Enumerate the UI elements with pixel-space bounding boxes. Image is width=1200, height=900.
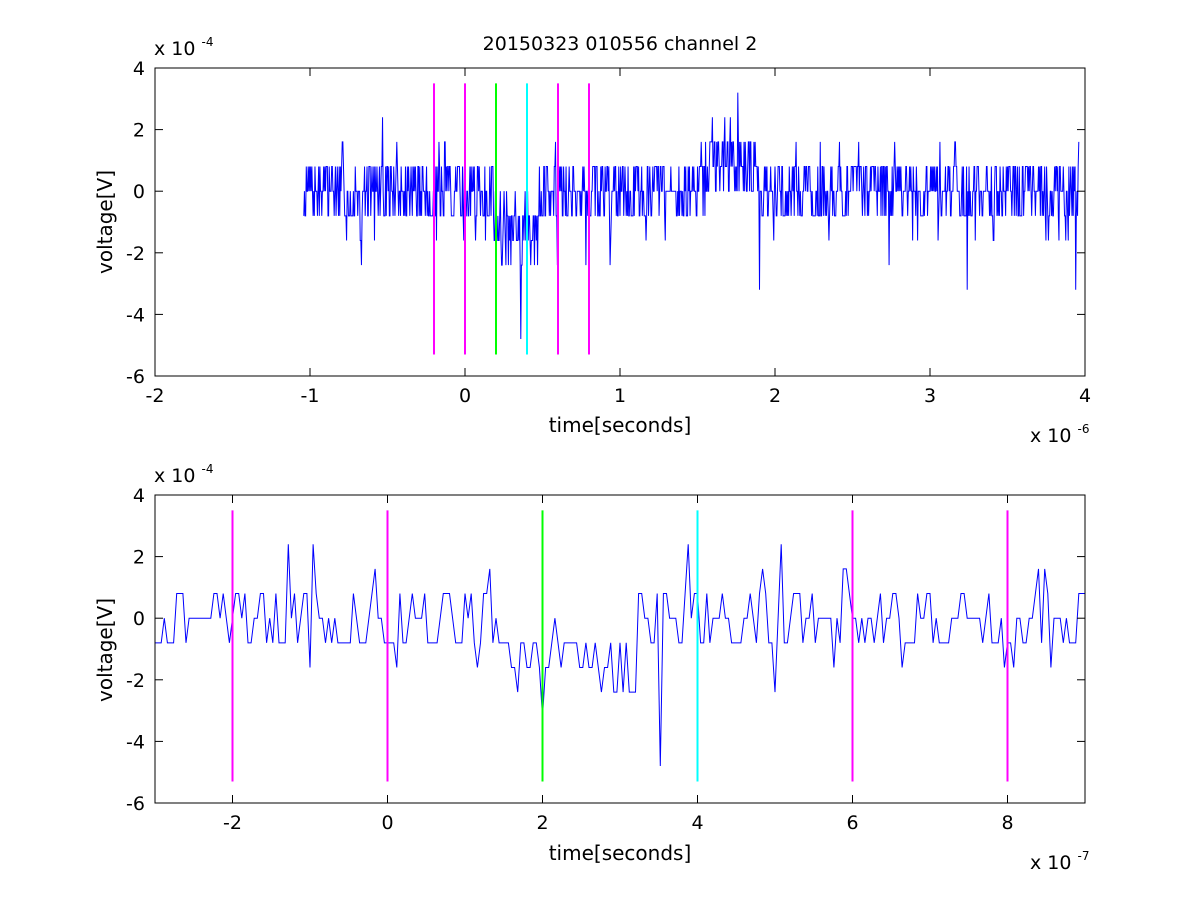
bottom-x-tick-label: 0 — [381, 812, 393, 834]
bottom-y-tick-label: 4 — [133, 485, 145, 507]
bottom-y-tick-label: 2 — [133, 547, 145, 569]
bottom-x-exponent: x 10 -7 — [1030, 849, 1089, 874]
bottom-y-tick-label: -6 — [126, 793, 145, 815]
bottom-subplot: -2 0 2 4 6 8 -6 -4 -2 0 2 4 time[seconds] voltage[… — [93, 462, 1089, 874]
top-x-tick-label: -1 — [301, 385, 320, 407]
top-y-exponent-base: x 10 — [154, 38, 195, 60]
top-y-ticks: -6 -4 -2 0 2 4 — [126, 58, 1085, 388]
bottom-x-tick-label: 2 — [536, 812, 548, 834]
bottom-y-tick-label: -4 — [126, 731, 145, 753]
top-axes-frame — [154, 67, 1086, 377]
top-x-axis-label: time[seconds] — [549, 413, 692, 437]
bottom-x-tick-label: 4 — [691, 812, 703, 834]
bottom-x-ticks: -2 0 2 4 6 8 — [223, 495, 1014, 834]
top-x-exponent-power: -6 — [1078, 422, 1090, 436]
bottom-x-exponent-power: -7 — [1078, 849, 1090, 863]
bottom-y-exponent-power: -4 — [202, 462, 214, 476]
top-y-axis-label: voltage[V] — [93, 170, 117, 274]
top-y-tick-label: 0 — [133, 181, 145, 203]
top-x-tick-label: 2 — [769, 385, 781, 407]
bottom-x-tick-label: -2 — [223, 812, 242, 834]
bottom-x-tick-label: 8 — [1001, 812, 1013, 834]
bottom-signal-series-0 — [155, 544, 1085, 767]
top-x-tick-label: 0 — [459, 385, 471, 407]
top-subplot: -2 -1 0 1 2 3 4 -6 -4 -2 0 2 4 time[seconds] voltag… — [93, 35, 1091, 447]
bottom-y-exponent-base: x 10 — [154, 465, 195, 487]
top-y-exponent: x 10 -4 — [154, 35, 213, 60]
top-x-tick-label: -2 — [146, 385, 165, 407]
top-y-tick-label: -2 — [126, 243, 145, 265]
bottom-x-exponent-base: x 10 — [1030, 852, 1071, 874]
bottom-y-ticks: -6 -4 -2 0 2 4 — [126, 485, 1085, 815]
top-x-exponent-base: x 10 — [1030, 425, 1071, 447]
bottom-axes-frame — [154, 494, 1086, 804]
bottom-y-tick-label: 0 — [133, 608, 145, 630]
top-y-tick-label: -6 — [126, 366, 145, 388]
top-x-tick-label: 3 — [924, 385, 936, 407]
bottom-plot-area — [155, 510, 1085, 782]
top-x-exponent: x 10 -6 — [1030, 422, 1089, 447]
bottom-y-exponent: x 10 -4 — [154, 462, 213, 487]
top-x-ticks: -2 -1 0 1 2 3 4 — [146, 68, 1091, 407]
bottom-x-tick-label: 6 — [846, 812, 858, 834]
bottom-y-axis-label: voltage[V] — [93, 598, 117, 702]
bottom-y-tick-label: -2 — [126, 670, 145, 692]
top-y-exponent-power: -4 — [202, 35, 214, 49]
top-y-tick-label: 4 — [133, 58, 145, 80]
top-y-tick-label: 2 — [133, 120, 145, 142]
bottom-x-axis-label: time[seconds] — [549, 841, 692, 865]
figure-title: 20150323 010556 channel 2 — [483, 33, 758, 55]
top-x-tick-label: 4 — [1079, 385, 1091, 407]
top-y-tick-label: -4 — [126, 304, 145, 326]
top-x-tick-label: 1 — [614, 385, 626, 407]
top-signal-series-0 — [303, 92, 1080, 340]
top-plot-area — [303, 83, 1080, 355]
